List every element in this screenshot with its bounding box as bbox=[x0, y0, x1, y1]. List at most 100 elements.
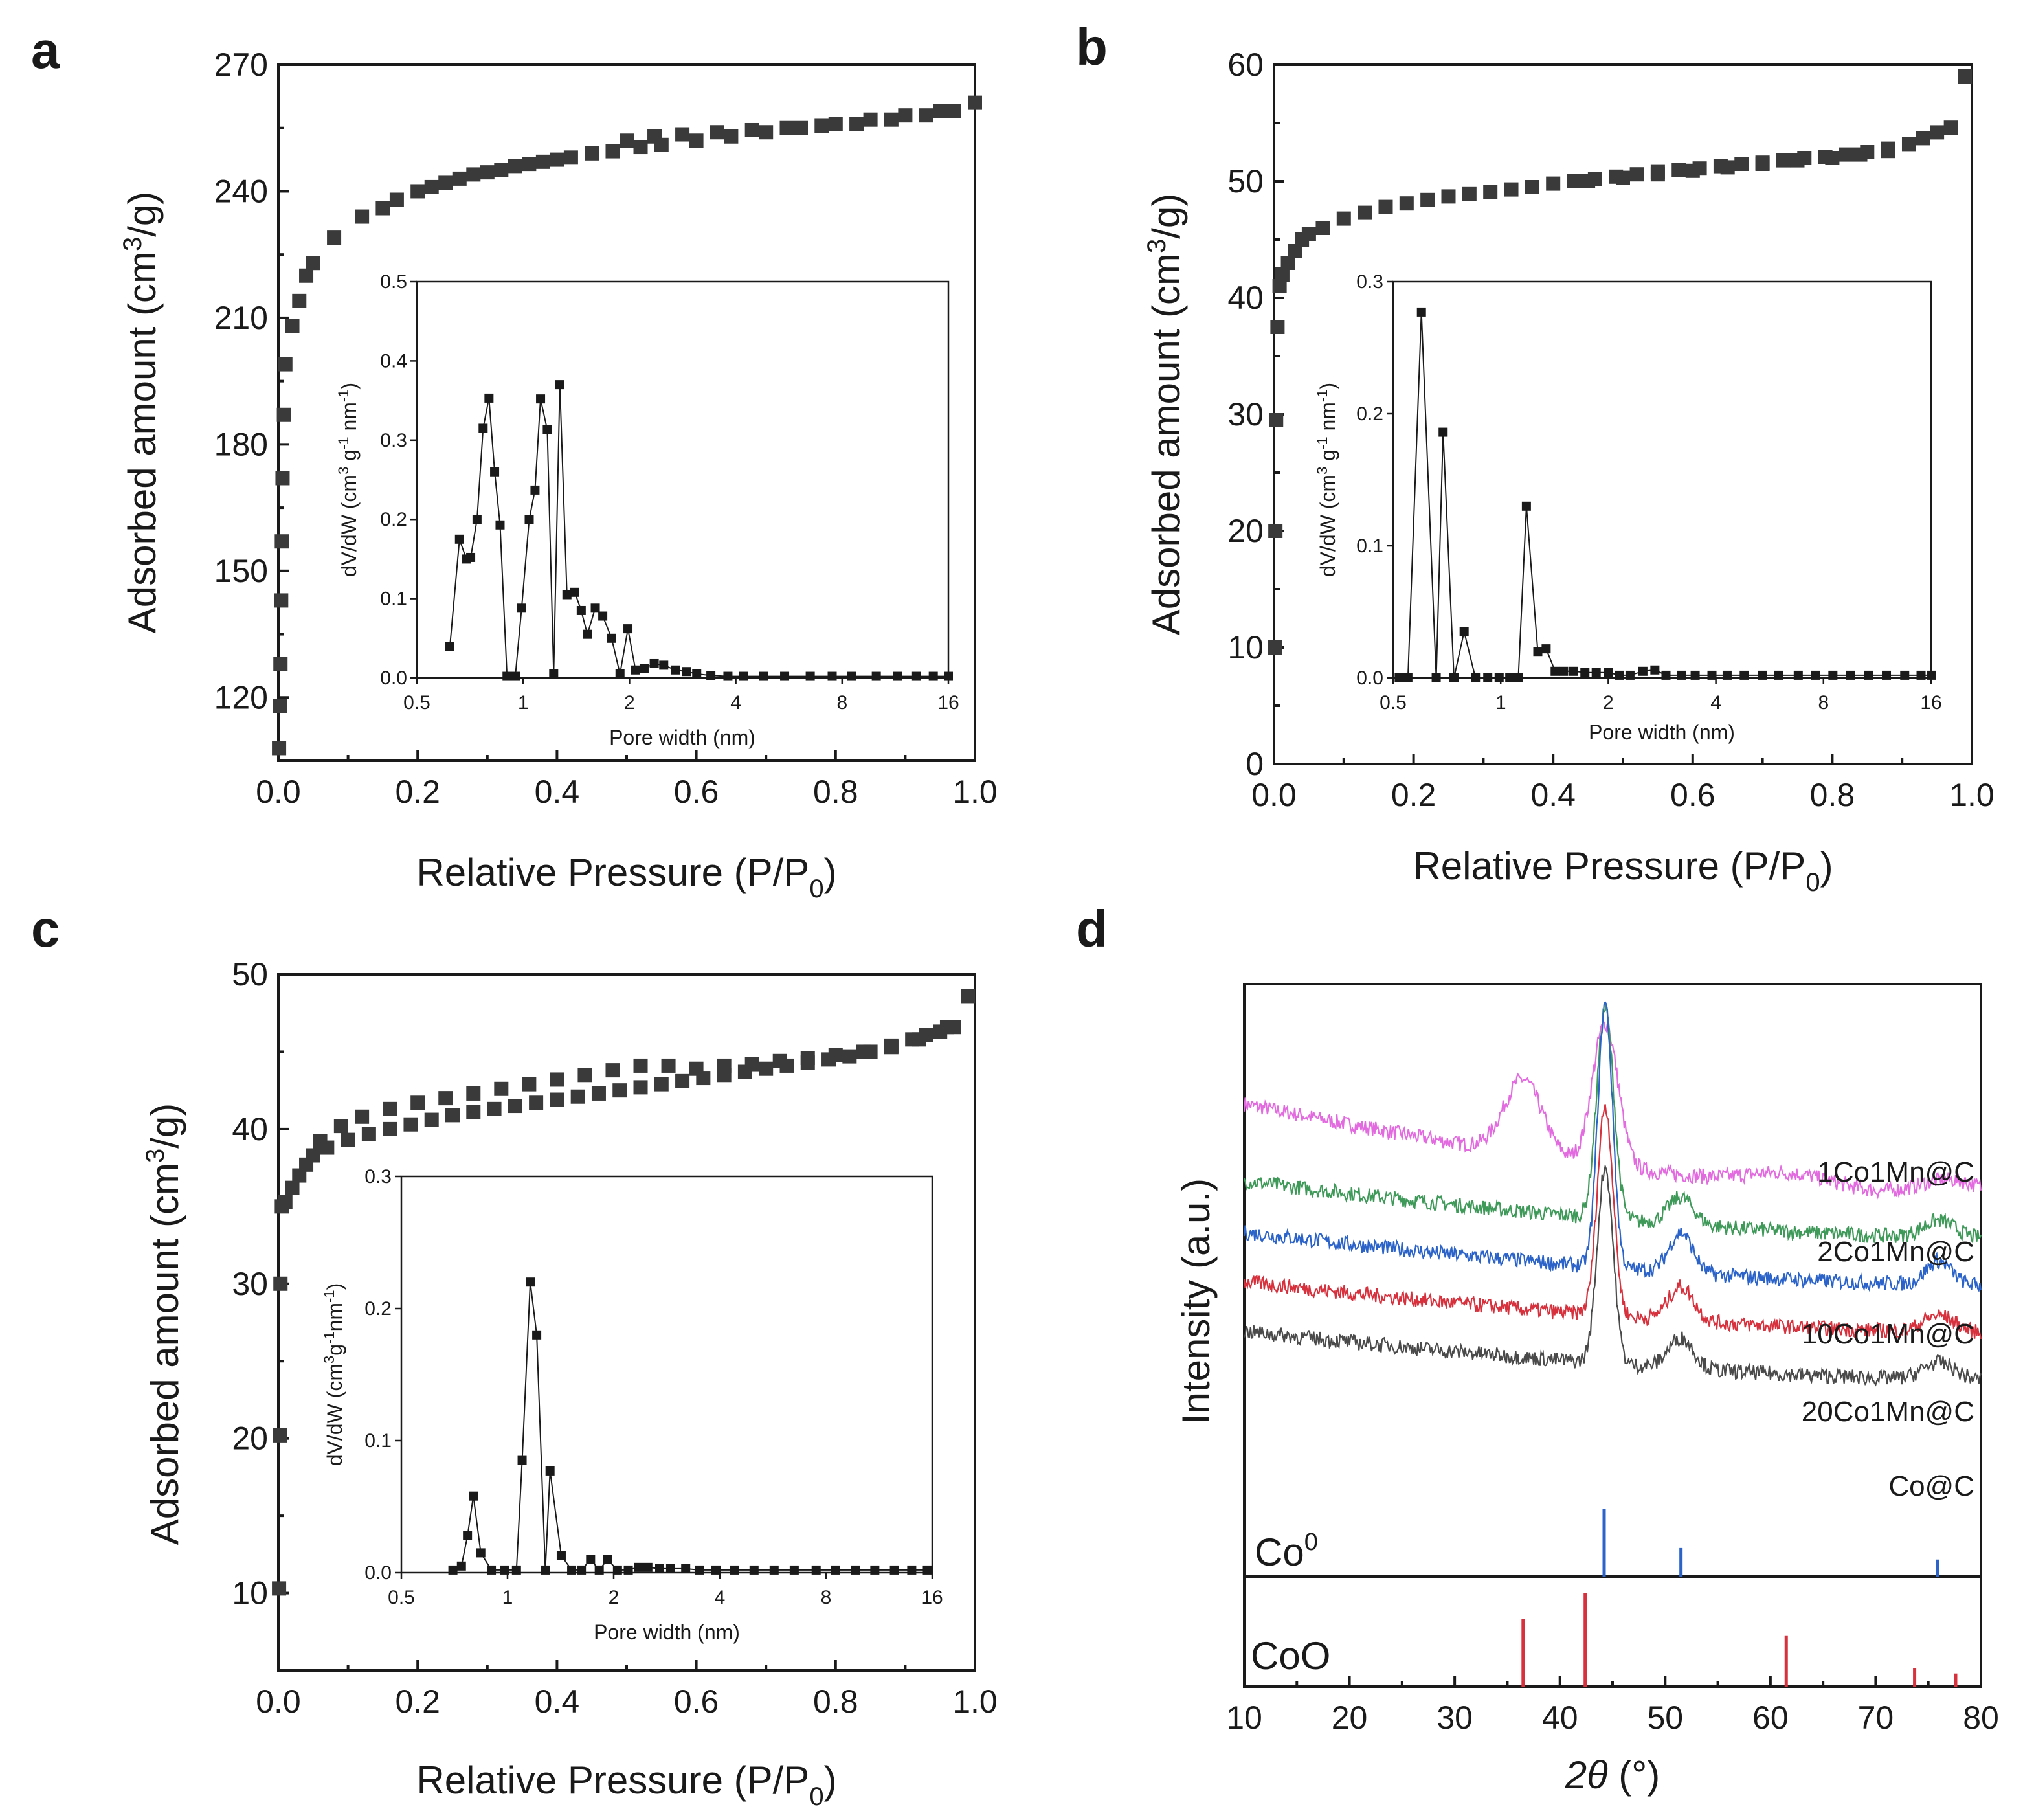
x-tick-label-d: 50 bbox=[1647, 1700, 1683, 1736]
inset-y-tick-label-c: 0.2 bbox=[364, 1298, 392, 1320]
isotherm-point-a bbox=[550, 152, 564, 167]
inset-point-b bbox=[1739, 670, 1749, 680]
inset-point-a bbox=[583, 629, 592, 639]
inset-point-c bbox=[769, 1565, 779, 1575]
inset-point-c bbox=[695, 1565, 704, 1575]
isotherm-point-b bbox=[1650, 167, 1665, 182]
inset-point-a bbox=[555, 380, 564, 390]
isotherm-point-c bbox=[570, 1089, 585, 1104]
y-axis-label-c: Adsorbed amount (cm3/g) bbox=[141, 1103, 186, 1545]
isotherm-point-a bbox=[919, 108, 933, 123]
isotherm-point-b bbox=[1958, 69, 1973, 84]
x-tick-label-c: 1.0 bbox=[952, 1683, 998, 1720]
inset-point-c bbox=[789, 1565, 799, 1575]
inset-frame-c bbox=[400, 1175, 933, 1574]
isotherm-point-c bbox=[278, 1195, 293, 1209]
inset-point-b bbox=[1514, 673, 1523, 682]
isotherm-point-a bbox=[863, 112, 878, 127]
isotherm-point-c bbox=[842, 1049, 857, 1064]
isotherm-point-b bbox=[1268, 640, 1282, 655]
inset-point-c bbox=[469, 1491, 478, 1501]
inset-y-ticks-c: 0.0 0.1 0.2 0.3 bbox=[364, 1166, 401, 1584]
sample-label: 20Co1Mn@C bbox=[1802, 1396, 1974, 1428]
y-tick-label-a: 150 bbox=[214, 553, 268, 589]
isotherm-point-b bbox=[1790, 153, 1805, 168]
x-tick-label-c: 0.2 bbox=[395, 1683, 440, 1720]
y-tick-label-c: 40 bbox=[232, 1111, 268, 1147]
isotherm-point-a bbox=[276, 407, 291, 422]
isotherm-point-a bbox=[779, 120, 794, 135]
inset-point-b bbox=[1591, 668, 1601, 677]
isotherm-point-b bbox=[1567, 174, 1582, 188]
isotherm-point-b bbox=[1270, 320, 1285, 334]
isotherm-point-b bbox=[1546, 176, 1561, 191]
inset-y-tick-label-a: 0.1 bbox=[380, 589, 407, 610]
inset-point-a bbox=[649, 658, 659, 668]
isotherm-point-a bbox=[647, 129, 662, 144]
isotherm-points-c bbox=[272, 989, 976, 1596]
isotherm-point-c bbox=[273, 1276, 288, 1291]
isotherm-point-c bbox=[438, 1091, 453, 1106]
panel-label-d: d bbox=[1076, 900, 1108, 958]
inset-point-c bbox=[711, 1565, 721, 1575]
inset-point-a bbox=[928, 671, 938, 681]
sample-labels: 1Co1Mn@C 2Co1Mn@C 10Co1Mn@C 20Co1Mn@C Co@C bbox=[1802, 1156, 1974, 1502]
x-tick-label-d: 60 bbox=[1752, 1700, 1789, 1736]
isotherm-point-b bbox=[1839, 147, 1853, 162]
inset-point-a bbox=[615, 669, 625, 679]
isotherm-point-c bbox=[550, 1072, 564, 1087]
inset-point-b bbox=[1900, 670, 1910, 680]
isotherm-point-a bbox=[884, 112, 899, 127]
isotherm-point-a bbox=[794, 120, 808, 135]
inset-point-b bbox=[1541, 644, 1551, 654]
inset-frame-a bbox=[416, 280, 950, 679]
x-tick-label-a: 0.6 bbox=[674, 774, 719, 810]
x-tick-label-a: 0.0 bbox=[256, 774, 301, 810]
isotherm-point-a bbox=[689, 133, 704, 148]
x-tick-label-a: 0.2 bbox=[395, 774, 440, 810]
inset-point-b bbox=[1625, 670, 1635, 680]
inset-y-tick-label-a: 0.3 bbox=[380, 430, 407, 451]
x-tick-label-b: 0.0 bbox=[1251, 777, 1297, 813]
x-tick-label-b: 0.8 bbox=[1810, 777, 1855, 813]
inset-point-c bbox=[634, 1562, 643, 1572]
isotherm-point-c bbox=[494, 1081, 509, 1096]
y-tick-label-c: 20 bbox=[232, 1421, 268, 1457]
panel-b: b 0.0 0.2 0.4 0.6 0.8 1.0 0 10 20 30 40 50 60 Relat… bbox=[1076, 18, 1995, 897]
isotherm-point-c bbox=[856, 1044, 871, 1059]
isotherm-point-b bbox=[1280, 256, 1295, 270]
inset-point-a bbox=[805, 671, 815, 681]
isotherm-point-c bbox=[285, 1180, 300, 1195]
isotherm-point-a bbox=[759, 125, 774, 140]
y-axis-label-a: Adsorbed amount (cm3/g) bbox=[118, 192, 164, 634]
inset-point-b bbox=[1604, 668, 1613, 677]
inset-point-b bbox=[1650, 665, 1660, 675]
xrd-pattern bbox=[1243, 1020, 1982, 1200]
inset-point-b bbox=[1707, 670, 1717, 680]
inset-point-a bbox=[576, 605, 586, 615]
isotherm-point-c bbox=[717, 1058, 732, 1073]
x-tick-label-b: 0.2 bbox=[1391, 777, 1436, 813]
inset-point-c bbox=[511, 1565, 521, 1575]
isotherm-point-c bbox=[383, 1121, 397, 1136]
y-tick-label-b: 0 bbox=[1246, 746, 1264, 782]
isotherm-point-a bbox=[275, 471, 290, 486]
inset-point-b bbox=[1722, 670, 1732, 680]
isotherm-point-c bbox=[772, 1053, 787, 1068]
isotherm-point-b bbox=[1268, 524, 1283, 538]
isotherm-point-b bbox=[1301, 227, 1316, 241]
isotherm-point-b bbox=[1378, 199, 1393, 214]
inset-point-a bbox=[445, 642, 454, 651]
inset-point-c bbox=[603, 1555, 612, 1564]
isotherm-point-a bbox=[814, 118, 829, 133]
isotherm-point-a bbox=[299, 268, 314, 283]
inset-point-b bbox=[1811, 670, 1820, 680]
inset-x-tick-label-a: 1 bbox=[518, 692, 529, 713]
panel-label-c: c bbox=[31, 900, 60, 958]
isotherm-point-c bbox=[633, 1058, 648, 1073]
isotherm-point-a bbox=[274, 593, 289, 608]
inset-x-tick-label-a: 8 bbox=[836, 692, 847, 713]
isotherm-point-c bbox=[445, 1108, 460, 1123]
isotherm-point-a bbox=[494, 163, 509, 177]
inset-point-c bbox=[567, 1565, 577, 1575]
